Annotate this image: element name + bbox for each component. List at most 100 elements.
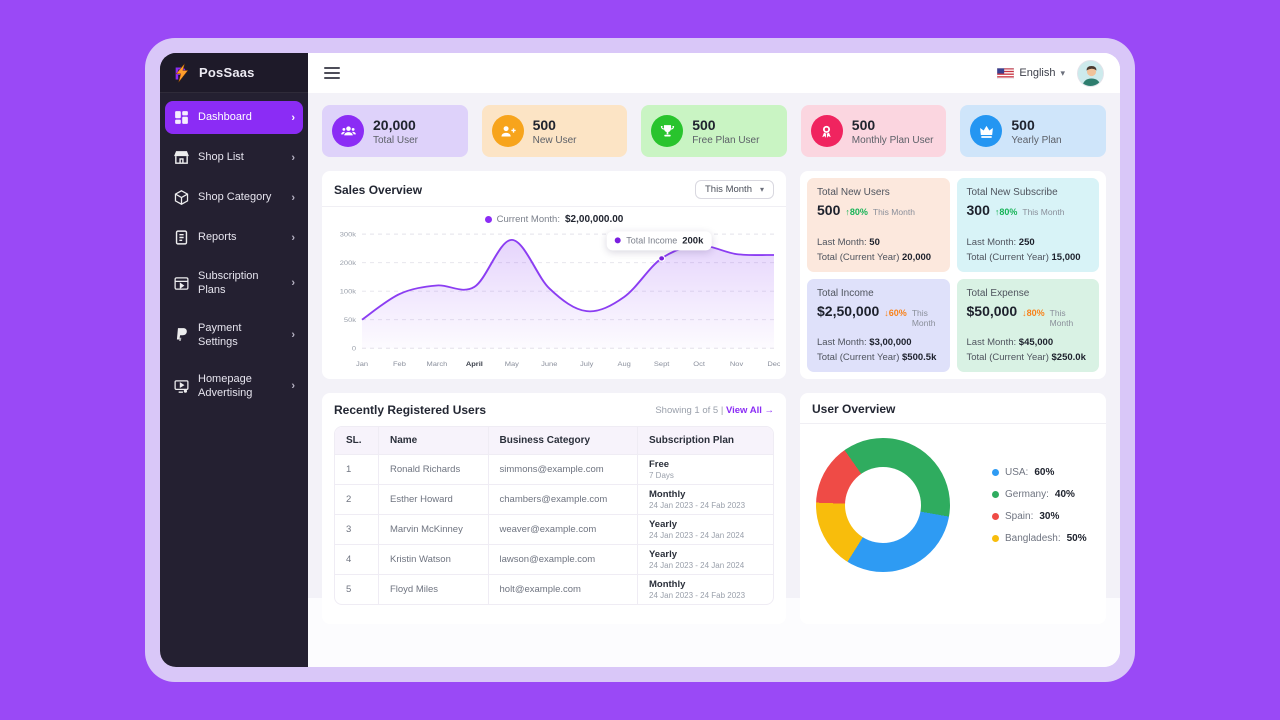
legend-label: Germany: xyxy=(1005,488,1049,500)
chevron-right-icon: › xyxy=(291,111,295,124)
subscription-icon xyxy=(173,275,190,292)
stat-card-monthly-plan-user: 500 Monthly Plan User xyxy=(800,105,947,157)
sidebar-item-homepage-advertising[interactable]: Homepage Advertising › xyxy=(165,364,303,409)
sidebar-item-subscription-plans[interactable]: Subscription Plans › xyxy=(165,261,303,306)
period-filter-dropdown[interactable]: This Month ▾ xyxy=(694,180,774,199)
stat-card-total-user: 20,000 Total User xyxy=(322,105,468,157)
tooltip-label: Total Income xyxy=(626,235,678,246)
legend-dot-icon xyxy=(992,512,999,520)
language-label: English xyxy=(1019,67,1056,79)
plan-name: Yearly xyxy=(649,519,677,530)
showing-label: Showing 1 of 5 | xyxy=(655,404,724,416)
sidebar-item-shop-list[interactable]: Shop List › xyxy=(165,141,303,174)
svg-text:Dec: Dec xyxy=(767,360,780,368)
summary-last-month: Last Month: $3,00,000 xyxy=(817,337,912,348)
svg-text:Sept: Sept xyxy=(654,360,669,368)
sidebar-item-label: Shop Category xyxy=(198,191,272,204)
cell-subscription-plan: Yearly 24 Jan 2023 - 24 Jan 2024 xyxy=(637,514,773,545)
legend-value: $2,00,000.00 xyxy=(564,214,624,225)
hamburger-menu-icon[interactable] xyxy=(324,67,340,79)
summary-total-year: Total (Current Year) $250.0k xyxy=(966,352,1086,363)
cell-sl: 2 xyxy=(335,484,379,515)
table-row[interactable]: 2 Esther Howard chambers@example.com Monthl… xyxy=(335,484,773,515)
summary-period: This Month xyxy=(872,207,915,217)
chart-tooltip: Total Income 200k xyxy=(607,231,712,251)
brand-name: PosSaas xyxy=(199,65,255,80)
sales-overview-panel: Sales Overview This Month ▾ Current Mont… xyxy=(322,171,786,379)
stat-label: Yearly Plan xyxy=(1011,134,1062,146)
avatar[interactable] xyxy=(1077,59,1104,87)
stat-card-text: 500 Yearly Plan xyxy=(1011,117,1061,146)
summary-value: 300 xyxy=(966,202,990,218)
chevron-down-icon: ▾ xyxy=(1060,67,1065,78)
donut-legend-item-germany: Germany: 40% xyxy=(992,489,1087,500)
cell-subscription-plan: Yearly 24 Jan 2023 - 24 Jan 2024 xyxy=(637,544,773,575)
cell-business-category: chambers@example.com xyxy=(487,484,638,515)
users-table: SL. Name Business Category Subscription Pla… xyxy=(334,426,774,605)
legend-label: Spain: xyxy=(1005,510,1034,522)
sidebar-item-label: Reports xyxy=(198,231,237,244)
cell-sl: 3 xyxy=(335,514,379,545)
legend-label: Bangladesh: xyxy=(1005,532,1061,544)
view-all-link[interactable]: View All → xyxy=(725,404,774,416)
donut-legend-item-bangladesh: Bangladesh: 50% xyxy=(992,533,1087,544)
trophy-icon xyxy=(651,115,684,147)
spacer xyxy=(967,328,1090,334)
crown-icon xyxy=(970,115,1003,147)
cell-name: Kristin Watson xyxy=(377,544,488,575)
svg-text:Oct: Oct xyxy=(693,360,705,368)
svg-text:100k: 100k xyxy=(340,288,357,296)
summary-value-row: $2,50,000 ↓60% This Month xyxy=(817,303,940,328)
topbar: English ▾ xyxy=(308,53,1120,93)
sidebar-item-dashboard[interactable]: Dashboard › xyxy=(165,101,303,134)
chevron-right-icon: › xyxy=(291,277,295,290)
chevron-right-icon: › xyxy=(291,151,295,164)
plan-duration: 24 Jan 2023 - 24 Jan 2024 xyxy=(649,561,745,570)
plan-duration: 24 Jan 2023 - 24 Fab 2023 xyxy=(649,501,746,510)
dashboard-content: 20,000 Total User 500 New User 500 Free Plan … xyxy=(308,93,1120,667)
sidebar-item-reports[interactable]: Reports › xyxy=(165,221,303,254)
sidebar-item-shop-category[interactable]: Shop Category › xyxy=(165,181,303,214)
summary-box-total-new-subscribe: Total New Subscribe 300 ↑80% This Month Last… xyxy=(956,178,1099,272)
summary-box-total-income: Total Income $2,50,000 ↓60% This Month Last … xyxy=(807,278,950,372)
cell-sl: 4 xyxy=(335,544,379,575)
plan-name: Yearly xyxy=(649,549,677,560)
spacer xyxy=(817,328,940,334)
table-row[interactable]: 4 Kristin Watson lawson@example.com Yearly 2… xyxy=(335,544,773,575)
stat-value: 500 xyxy=(1011,116,1035,133)
donut-legend: USA: 60% Germany: 40% Spain: 30% Bangladesh… xyxy=(992,467,1087,544)
stat-card-text: 500 New User xyxy=(533,117,577,146)
sidebar-item-label: Subscription Plans xyxy=(198,270,259,297)
spacer xyxy=(817,218,940,233)
summary-last-month: Last Month: 250 xyxy=(966,236,1035,248)
summary-panel: Total New Users 500 ↑80% This Month Last Mon… xyxy=(800,171,1106,379)
table-row[interactable]: 5 Floyd Miles holt@example.com Monthly 24 Ja… xyxy=(335,574,773,604)
chevron-right-icon: › xyxy=(291,328,295,341)
summary-value-row: $50,000 ↓80% This Month xyxy=(967,303,1090,328)
sales-chart-svg: 0 50k 100k 200k 300k Jan Feb March April May June… xyxy=(340,231,780,368)
svg-text:June: June xyxy=(541,360,557,368)
sidebar-menu: Dashboard › Shop List › Shop Category › Report… xyxy=(160,93,308,417)
language-selector[interactable]: English ▾ xyxy=(997,67,1065,79)
recent-users-panel: Recently Registered Users Showing 1 of 5… xyxy=(322,393,786,624)
sales-overview-title: Sales Overview xyxy=(334,182,423,197)
summary-last-month: Last Month: 50 xyxy=(817,236,880,248)
legend-value: 60% xyxy=(1034,466,1055,478)
chart-legend: Current Month: $2,00,000.00 xyxy=(322,214,786,225)
cell-business-category: simmons@example.com xyxy=(487,454,638,485)
svg-text:50k: 50k xyxy=(344,316,357,324)
legend-label: USA: xyxy=(1005,466,1029,478)
legend-dot-icon xyxy=(484,216,492,223)
stat-label: New User xyxy=(532,134,577,146)
sidebar-item-payment-settings[interactable]: Payment Settings › xyxy=(165,313,303,358)
legend-value: 40% xyxy=(1054,488,1075,500)
donut-legend-item-usa: USA: 60% xyxy=(992,467,1087,478)
sales-line-chart[interactable]: 0 50k 100k 200k 300k Jan Feb March April May June… xyxy=(322,225,786,375)
user-overview-donut-chart[interactable] xyxy=(816,438,950,572)
dashboard-icon xyxy=(173,109,190,126)
cell-business-category: holt@example.com xyxy=(487,574,638,604)
summary-value-row: 300 ↑80% This Month xyxy=(967,202,1090,218)
table-row[interactable]: 3 Marvin McKinney weaver@example.com Yearly… xyxy=(335,514,773,545)
svg-text:200k: 200k xyxy=(340,259,357,267)
table-row[interactable]: 1 Ronald Richards simmons@example.com Free 7… xyxy=(335,454,773,485)
